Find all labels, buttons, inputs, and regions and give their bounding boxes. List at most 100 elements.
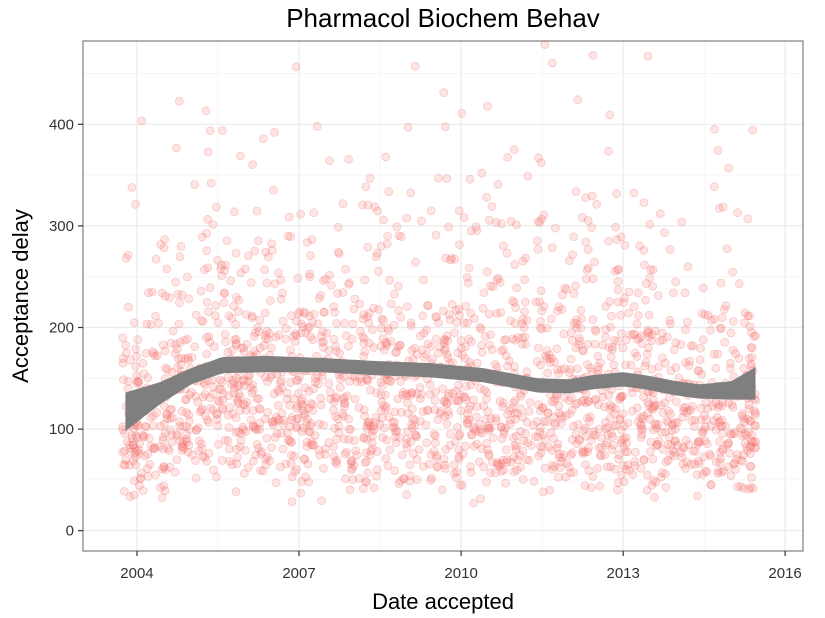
scatter-point	[443, 406, 453, 416]
scatter-point	[495, 277, 505, 287]
scatter-point	[371, 252, 381, 262]
scatter-point	[553, 439, 563, 449]
scatter-point	[390, 407, 400, 417]
scatter-point	[159, 481, 169, 491]
scatter-point	[509, 452, 518, 462]
scatter-point	[702, 415, 711, 425]
scatter-point	[133, 376, 143, 386]
scatter-point	[744, 354, 754, 363]
scatter-point	[263, 377, 272, 387]
scatter-point	[324, 156, 334, 166]
scatter-point	[555, 463, 565, 473]
scatter-point	[466, 462, 475, 472]
scatter-point	[629, 188, 639, 198]
scatter-point	[600, 450, 609, 460]
scatter-point	[542, 346, 552, 355]
scatter-point	[587, 223, 597, 232]
scatter-point	[613, 265, 623, 275]
scatter-point	[120, 486, 129, 496]
scatter-point	[429, 429, 439, 439]
scatter-point	[350, 294, 360, 304]
scatter-point	[452, 423, 462, 432]
scatter-point	[229, 207, 239, 217]
scatter-point	[642, 349, 652, 359]
scatter-point	[143, 373, 153, 383]
scatter-point	[206, 178, 216, 188]
scatter-point	[133, 335, 143, 345]
scatter-point	[740, 417, 749, 427]
scatter-point	[567, 435, 577, 445]
scatter-point	[614, 450, 624, 460]
scatter-point	[664, 406, 673, 416]
scatter-point	[200, 389, 210, 399]
scatter-point	[487, 201, 497, 211]
scatter-point	[274, 330, 284, 340]
scatter-point	[632, 319, 642, 329]
scatter-point	[588, 274, 598, 284]
scatter-point	[545, 354, 555, 364]
scatter-point	[296, 209, 306, 219]
scatter-point	[402, 434, 412, 444]
scatter-point	[285, 345, 295, 355]
scatter-point	[539, 301, 549, 311]
scatter-point	[557, 453, 567, 463]
scatter-point	[445, 429, 455, 439]
scatter-point	[588, 51, 598, 60]
scatter-point	[690, 459, 699, 469]
scatter-point	[463, 418, 473, 428]
scatter-point	[535, 427, 545, 437]
scatter-point	[540, 434, 550, 444]
scatter-point	[340, 449, 350, 459]
scatter-point	[162, 409, 171, 419]
scatter-point	[746, 441, 756, 451]
scatter-point	[737, 409, 747, 419]
scatter-point	[566, 468, 575, 478]
scatter-point	[382, 435, 392, 445]
scatter-point	[666, 450, 675, 460]
scatter-point	[283, 231, 293, 241]
scatter-point	[671, 277, 681, 287]
scatter-point	[399, 474, 409, 484]
scatter-point	[571, 400, 581, 409]
scatter-point	[331, 341, 341, 351]
scatter-point	[520, 275, 529, 285]
scatter-point	[548, 464, 557, 474]
scatter-point	[362, 421, 372, 431]
x-axis: 2004 2007 2010 2013 2016	[120, 551, 802, 582]
scatter-point	[484, 340, 494, 350]
scatter-point	[415, 416, 425, 426]
scatter-point	[439, 397, 449, 407]
scatter-point	[445, 441, 455, 450]
scatter-point	[636, 413, 646, 422]
scatter-point	[739, 484, 749, 493]
scatter-point	[696, 403, 705, 413]
scatter-point	[482, 477, 491, 487]
scatter-point	[745, 322, 755, 332]
scatter-point	[395, 432, 404, 442]
scatter-point	[144, 288, 153, 298]
scatter-point	[178, 442, 188, 452]
scatter-point	[292, 414, 302, 424]
scatter-point	[719, 305, 729, 314]
scatter-point	[648, 405, 658, 414]
scatter-point	[254, 394, 264, 404]
scatter-point	[202, 349, 212, 359]
scatter-point	[466, 226, 476, 236]
scatter-point	[340, 399, 350, 409]
scatter-point	[143, 449, 153, 459]
scatter-point	[652, 440, 662, 450]
scatter-point	[693, 437, 703, 447]
scatter-point	[365, 173, 375, 183]
scatter-point	[145, 459, 155, 469]
scatter-point	[648, 454, 658, 464]
scatter-point	[383, 231, 393, 241]
scatter-point	[496, 422, 506, 432]
panel-border	[82, 40, 804, 552]
scatter-point	[654, 436, 664, 446]
scatter-point	[472, 226, 482, 236]
scatter-point	[619, 477, 629, 487]
scatter-point	[293, 401, 303, 411]
scatter-point	[613, 478, 623, 488]
scatter-point	[671, 418, 680, 427]
scatter-point	[512, 220, 521, 230]
